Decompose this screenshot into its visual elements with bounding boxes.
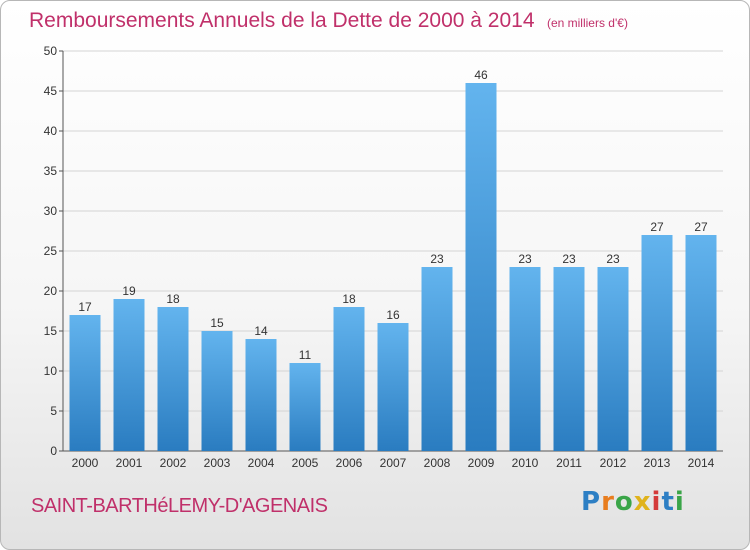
bar-value-label: 23 bbox=[562, 252, 576, 266]
bar bbox=[509, 267, 541, 451]
bar-value-label: 18 bbox=[166, 292, 180, 306]
y-tick-label: 25 bbox=[44, 244, 58, 258]
x-tick-label: 2007 bbox=[380, 456, 407, 470]
x-tick-label: 2001 bbox=[116, 456, 143, 470]
bar bbox=[465, 83, 497, 451]
bar bbox=[685, 235, 717, 451]
bar bbox=[289, 363, 321, 451]
x-tick-label: 2005 bbox=[292, 456, 319, 470]
bar bbox=[157, 307, 189, 451]
bar-value-label: 46 bbox=[474, 68, 488, 82]
logo-letter: o bbox=[614, 487, 634, 517]
y-tick-label: 0 bbox=[50, 444, 57, 458]
x-tick-label: 2012 bbox=[600, 456, 627, 470]
bar bbox=[201, 331, 233, 451]
x-tick-label: 2011 bbox=[556, 456, 582, 470]
bar bbox=[113, 299, 145, 451]
logo-letter: x bbox=[633, 487, 652, 517]
x-tick-label: 2004 bbox=[248, 456, 275, 470]
logo-letter: i bbox=[674, 487, 685, 517]
x-tick-label: 2009 bbox=[468, 456, 495, 470]
y-tick-label: 20 bbox=[44, 284, 58, 298]
commune-name: SAINT-BARTHéLEMY-D'AGENAIS bbox=[31, 495, 328, 517]
x-tick-label: 2002 bbox=[160, 456, 187, 470]
x-tick-label: 2010 bbox=[512, 456, 539, 470]
proxiti-logo: Proxiti bbox=[581, 487, 685, 517]
y-tick-label: 45 bbox=[44, 84, 58, 98]
bar-value-label: 19 bbox=[122, 284, 136, 298]
bar-value-label: 18 bbox=[342, 292, 356, 306]
bar bbox=[597, 267, 629, 451]
bar-value-label: 27 bbox=[694, 220, 708, 234]
y-tick-label: 5 bbox=[50, 404, 57, 418]
logo-letter: r bbox=[601, 487, 615, 517]
x-tick-label: 2003 bbox=[204, 456, 231, 470]
bar bbox=[333, 307, 365, 451]
bar-value-label: 14 bbox=[254, 324, 268, 338]
y-tick-label: 50 bbox=[44, 44, 58, 58]
bar bbox=[421, 267, 453, 451]
labels: 0 5 10 15 20 25 30 35 40 45 50 17 2000 19 2001 18 2002 15… bbox=[44, 44, 715, 470]
bar bbox=[377, 323, 409, 451]
bars bbox=[69, 83, 717, 451]
chart-unit: (en milliers d'€) bbox=[546, 16, 628, 30]
bar-value-label: 16 bbox=[386, 308, 400, 322]
y-tick-label: 35 bbox=[44, 164, 58, 178]
x-tick-label: 2000 bbox=[72, 456, 99, 470]
logo-letter: i bbox=[651, 487, 662, 517]
bar-value-label: 27 bbox=[650, 220, 664, 234]
y-tick-label: 15 bbox=[44, 324, 58, 338]
x-tick-label: 2008 bbox=[424, 456, 451, 470]
bar bbox=[641, 235, 673, 451]
bar bbox=[245, 339, 277, 451]
bar-value-label: 17 bbox=[78, 300, 92, 314]
logo-letter: P bbox=[581, 487, 602, 517]
bar bbox=[553, 267, 585, 451]
y-tick-label: 30 bbox=[44, 204, 58, 218]
x-tick-label: 2014 bbox=[688, 456, 715, 470]
x-tick-label: 2013 bbox=[644, 456, 671, 470]
logo-letter: t bbox=[661, 487, 675, 517]
x-tick-label: 2006 bbox=[336, 456, 363, 470]
y-tick-label: 10 bbox=[44, 364, 58, 378]
bar-value-label: 11 bbox=[299, 348, 312, 362]
bar-value-label: 23 bbox=[518, 252, 532, 266]
y-tick-label: 40 bbox=[44, 124, 58, 138]
bar-value-label: 23 bbox=[606, 252, 620, 266]
title-row: Remboursements Annuels de la Dette de 20… bbox=[29, 9, 628, 33]
bar-value-label: 15 bbox=[210, 316, 224, 330]
bar-value-label: 23 bbox=[430, 252, 444, 266]
chart-title: Remboursements Annuels de la Dette de 20… bbox=[29, 9, 535, 32]
bar bbox=[69, 315, 101, 451]
